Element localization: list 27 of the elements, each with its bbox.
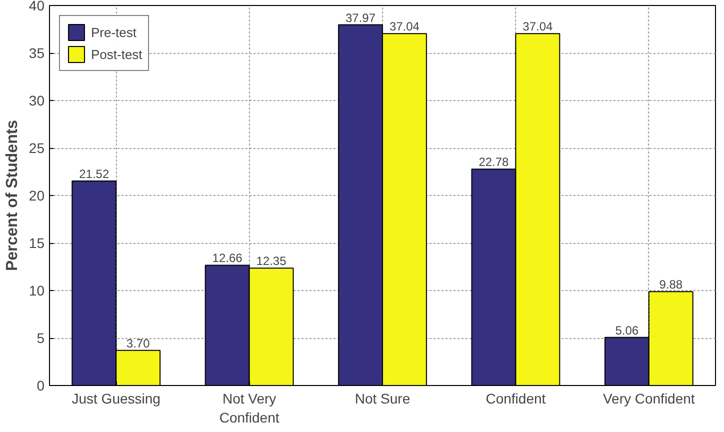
y-tick-label: 10 (28, 282, 45, 298)
data-label: 21.52 (79, 167, 110, 182)
x-tick-label: Not Sure (354, 390, 410, 406)
data-label: 37.04 (389, 20, 420, 34)
legend-label: Post-test (91, 46, 142, 62)
legend-label: Pre-test (91, 24, 137, 40)
x-tick-label: Just Guessing (72, 390, 160, 406)
x-tick-label: Not Very Confident (219, 390, 280, 426)
data-label: 37.04 (522, 20, 554, 34)
x-tick-label: Very Confident (602, 390, 695, 406)
y-tick-label: 5 (36, 330, 45, 346)
y-axis-title: Percent of Students (4, 120, 21, 272)
y-tick-label: 25 (28, 140, 45, 156)
data-label: 12.35 (256, 254, 287, 268)
data-label: 12.66 (212, 251, 243, 266)
y-tick-label: 40 (28, 0, 45, 14)
x-tick-label: Confident (486, 390, 546, 406)
y-tick-label: 30 (28, 92, 45, 108)
y-tick-label: 20 (28, 188, 45, 204)
data-label: 3.70 (126, 336, 150, 350)
data-label: 5.06 (615, 323, 639, 338)
y-tick-label: 0 (36, 378, 45, 394)
data-label: 37.97 (346, 10, 376, 25)
data-label: 9.88 (659, 278, 683, 292)
data-label: 22.78 (478, 155, 510, 170)
y-tick-label: 15 (28, 235, 45, 251)
y-tick-label: 35 (28, 45, 45, 61)
